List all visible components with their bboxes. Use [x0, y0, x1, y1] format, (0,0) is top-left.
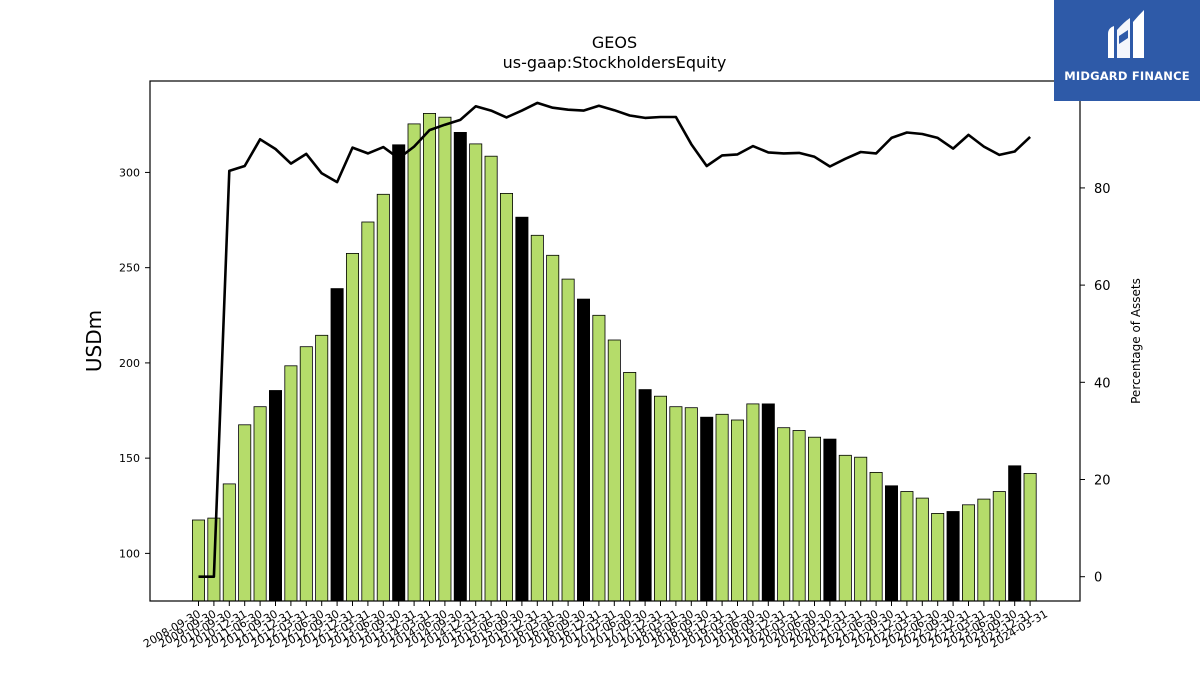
bar-32 — [684, 407, 698, 602]
bar-26 — [592, 314, 606, 602]
bar-13 — [392, 144, 406, 602]
bar-12 — [376, 193, 390, 602]
bar-41 — [823, 438, 837, 602]
bar-9 — [330, 288, 344, 602]
bar-6 — [284, 365, 298, 602]
y2-tick-label-3: 60 — [1094, 279, 1111, 294]
y2-tick-label-4: 80 — [1094, 182, 1111, 197]
bar-3 — [238, 424, 252, 602]
pct-assets-line — [198, 101, 1031, 579]
y-tick-label-4: 300 — [119, 166, 140, 179]
bar-39 — [792, 430, 806, 602]
bar-21 — [515, 216, 529, 602]
x-axis: 2008-09-302009-09-302010-09-302010-12-31… — [141, 601, 1050, 651]
y2-axis: 0 20 40 60 80 — [1080, 182, 1111, 586]
y-tick-label-3: 250 — [119, 262, 140, 275]
bar-47 — [915, 497, 929, 602]
bar-8 — [315, 334, 329, 602]
bar-20 — [499, 192, 513, 602]
bar-18 — [469, 143, 483, 602]
plot-frame — [149, 80, 1081, 602]
bar-28 — [623, 371, 637, 602]
y2-axis-label: Percentage of Assets — [1129, 278, 1143, 404]
logo: MIDGARD FINANCE — [1054, 0, 1200, 101]
bar-11 — [361, 221, 375, 602]
bar-27 — [607, 339, 621, 602]
bar-45 — [885, 485, 899, 602]
y2-tick-label-0: 0 — [1094, 571, 1102, 586]
bar-19 — [484, 155, 498, 602]
bar-4 — [253, 406, 267, 602]
bar-37 — [761, 403, 775, 602]
bar-2 — [222, 483, 236, 602]
bar-16 — [438, 116, 452, 602]
bar-51 — [977, 498, 991, 602]
logo-text: MIDGARD FINANCE — [1064, 69, 1190, 83]
bar-5 — [268, 390, 282, 602]
line-layer — [198, 101, 1031, 579]
bar-34 — [715, 413, 729, 602]
bar-46 — [900, 491, 914, 602]
bar-35 — [731, 419, 745, 602]
y-axis-label: USDm — [82, 310, 106, 372]
bar-54 — [1023, 472, 1037, 602]
bar-42 — [838, 454, 852, 602]
bar-38 — [777, 427, 791, 602]
chart-title: GEOS — [592, 33, 637, 52]
bar-43 — [854, 456, 868, 602]
bar-49 — [946, 511, 960, 602]
y-tick-label-2: 200 — [119, 357, 140, 370]
bar-25 — [577, 298, 591, 602]
bars-group — [191, 113, 1037, 602]
bar-30 — [654, 395, 668, 602]
bar-52 — [992, 491, 1006, 602]
bar-40 — [808, 436, 822, 602]
y-tick-label-1: 150 — [119, 452, 140, 465]
chart-subtitle: us-gaap:StockholdersEquity — [503, 53, 727, 72]
bar-33 — [700, 416, 714, 602]
bar-15 — [422, 113, 436, 602]
bar-14 — [407, 123, 421, 602]
bar-7 — [299, 346, 313, 602]
bar-0 — [191, 519, 205, 602]
bar-44 — [869, 471, 883, 602]
bar-24 — [561, 278, 575, 602]
y2-tick-label-2: 40 — [1094, 376, 1111, 391]
bar-31 — [669, 406, 683, 602]
bar-50 — [962, 504, 976, 602]
bar-48 — [931, 513, 945, 602]
y-tick-label-0: 100 — [119, 547, 140, 560]
y2-tick-label-1: 20 — [1094, 474, 1111, 489]
bar-53 — [1008, 465, 1022, 602]
y-axis: 100 150 200 250 300 — [119, 166, 150, 560]
bar-23 — [546, 254, 560, 602]
bar-22 — [530, 234, 544, 602]
bar-29 — [638, 389, 652, 602]
midgard-logo-icon — [1108, 10, 1144, 58]
bar-10 — [345, 252, 359, 602]
bar-36 — [746, 403, 760, 602]
bar-17 — [453, 131, 467, 602]
